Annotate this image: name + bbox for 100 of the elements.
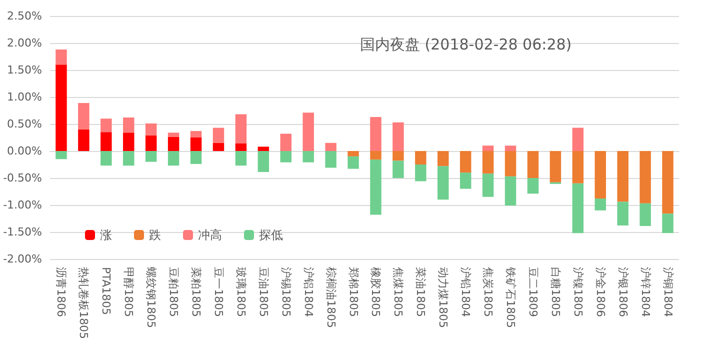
bar [145,123,157,136]
x-tick-label: 菜粕1805 [190,267,203,317]
bar [662,214,674,234]
bar [572,151,584,184]
bar [504,151,516,176]
x-tick-label: 焦炭1805 [482,267,495,317]
bar [438,166,449,200]
x-tick-label: 豆二1809 [526,267,540,317]
x-tick-label: 沪铝1804 [302,267,315,317]
bar [123,151,134,166]
x-tick-label: 橡胶1805 [369,267,382,317]
y-tick-label: 0.50% [7,118,42,130]
x-tick-label: 沥青1806 [54,267,68,317]
y-tick-label: -1.00% [3,198,42,212]
bar [258,151,270,172]
bar [370,151,382,160]
x-tick-label: 动力煤1805 [436,267,450,328]
bar [415,164,426,182]
bar [56,64,67,151]
bar [370,160,382,215]
bar [460,172,472,189]
x-tick-label: 沪锡1805 [279,267,292,317]
bar [235,151,247,166]
bar [325,151,336,168]
bar [438,151,449,166]
bar [392,160,404,178]
bar [348,156,359,169]
x-tick-label: 沪铜1804 [661,267,674,317]
bar [640,151,651,204]
y-tick-label: 2.00% [7,36,42,50]
bar [504,176,516,206]
bar [100,151,112,166]
bar [572,128,584,151]
bar [482,146,494,151]
bar [280,151,292,162]
bar [527,178,539,194]
x-tick-label: 沪镍1805 [571,267,584,317]
bar [123,118,134,133]
x-tick-label: 铁矿石1805 [504,266,518,328]
bar [56,49,67,65]
y-tick-label: 0.00% [7,144,42,158]
bar [482,151,494,174]
y-tick-label: -0.50% [3,172,42,184]
legend-label: 涨 [100,228,112,242]
bar [123,132,134,151]
y-tick-label: 1.50% [7,64,42,76]
x-tick-label: 豆一1805 [212,267,225,317]
bar [168,132,180,137]
bar [392,122,404,151]
y-tick-label: 1.00% [7,90,42,104]
bar [78,102,90,130]
bar [617,202,628,226]
x-tick-label: 沪银1806 [616,267,630,317]
bar [190,138,202,151]
y-tick-label: -1.50% [3,226,42,238]
legend-label: 探低 [259,228,283,242]
bar [594,198,606,210]
bar [145,151,157,162]
bar [235,143,247,151]
x-tick-label: PTA1805 [100,267,113,316]
bar [212,128,224,143]
bar [617,151,628,202]
legend-label: 跌 [149,228,161,242]
legend-label: 冲高 [198,228,222,242]
bar [100,118,112,132]
bar [594,151,606,199]
bar [56,151,67,160]
y-tick-label: 2.50% [7,10,42,22]
bar [460,151,472,173]
x-tick-label: 热轧卷板1805 [77,267,90,339]
x-tick-label: 豆粕1805 [167,267,180,317]
bar [280,134,292,151]
bar [78,129,90,151]
bar [640,203,651,226]
x-tick-label: 棕榈油1805 [324,267,338,328]
x-tick-label: 豆油1805 [256,267,270,317]
x-tick-label: 焦煤1805 [392,267,405,317]
bar [168,151,180,166]
bar [572,183,584,234]
bar [348,151,359,156]
bar [212,142,224,151]
x-tick-label: 玻璃1805 [234,267,248,317]
bar [145,135,157,151]
text: 国内夜盘 (2018-02-28 06:28) [360,36,572,54]
bar [190,131,202,138]
bar [482,174,494,197]
x-tick-label: 沪金1806 [594,267,607,317]
x-tick-label: 沪铅1804 [459,267,472,317]
bar [504,146,516,151]
bar [258,146,270,151]
x-tick-label: 螺纹钢1805 [144,267,158,328]
bar [235,114,247,144]
bar [415,151,426,164]
bar [168,136,180,151]
bar [370,116,382,151]
x-tick-label: 菜油1805 [414,267,428,317]
x-tick-label: 郑棉1805 [346,267,360,317]
bar [302,112,314,151]
y-tick-label: -2.00% [3,252,42,266]
x-tick-label: 沪锌1804 [638,267,652,317]
